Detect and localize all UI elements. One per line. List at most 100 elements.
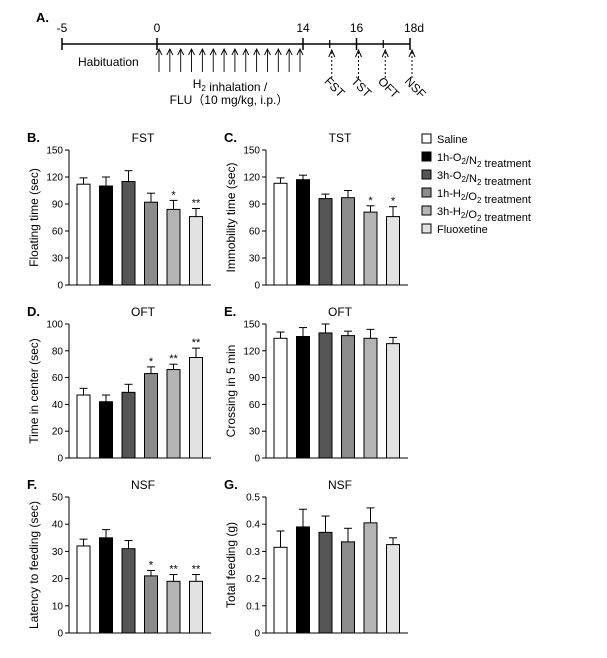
panel-label: F. xyxy=(27,477,37,492)
bar-1 xyxy=(76,394,91,459)
significance-marker: ** xyxy=(192,564,201,576)
bar-4 xyxy=(341,541,355,634)
legend-label: 3h-O2/N2 treatment xyxy=(437,170,531,188)
legend-label: Saline xyxy=(437,134,468,146)
y-tick-label: 50 xyxy=(52,493,64,504)
timeline-tick-label: -5 xyxy=(57,21,68,35)
treatment-label-line2: FLU（10 mg/kg, i.p.） xyxy=(170,93,289,107)
legend-swatch xyxy=(421,169,432,180)
bar-chart-tst-2: C. TST 0 30 60 90 120 150 Immobility time (sec) *… xyxy=(224,130,408,292)
y-tick-label: 60 xyxy=(52,227,64,238)
legend-swatch xyxy=(421,187,432,198)
y-tick-label: 10 xyxy=(52,601,64,612)
y-tick-label: 0.1 xyxy=(246,601,260,612)
bar-4 xyxy=(341,197,355,286)
y-tick-label: 0.2 xyxy=(246,574,260,585)
legend-label: Fluoxetine xyxy=(437,224,488,236)
y-tick-label: 0.3 xyxy=(246,547,260,558)
arrow-head xyxy=(198,47,206,56)
test-label: NSF xyxy=(402,74,429,101)
y-tick-label: 0 xyxy=(254,629,260,640)
arrow-head xyxy=(188,47,195,56)
test-arrow-head xyxy=(355,48,362,58)
habituation-label: Habituation xyxy=(78,55,139,69)
arrow-head xyxy=(177,47,185,56)
y-tick-label: 90 xyxy=(249,373,261,384)
y-axis-label: Crossing in 5 min xyxy=(224,345,238,438)
legend-label: 1h-O2/N2 treatment xyxy=(437,152,531,170)
arrow-head xyxy=(209,47,217,56)
y-tick-label: 90 xyxy=(52,200,64,211)
chart-title: NSF xyxy=(328,478,352,492)
test-arrow-head xyxy=(408,48,416,58)
y-tick-label: 150 xyxy=(243,146,260,157)
arrow-head xyxy=(155,47,163,56)
y-axis-label: Latency to feeding (sec) xyxy=(27,501,41,629)
y-tick-label: 60 xyxy=(52,373,64,384)
significance-marker: * xyxy=(391,196,396,208)
legend-swatch xyxy=(421,223,432,234)
bar-chart-nsf-5: F. NSF 0 10 20 30 40 50 Latency to feeding (sec)… xyxy=(27,477,211,640)
y-tick-label: 150 xyxy=(243,320,260,331)
bar-1 xyxy=(76,183,91,286)
timeline-tick-label: 16 xyxy=(350,21,364,35)
bar-2 xyxy=(99,537,113,634)
significance-marker: * xyxy=(368,195,373,207)
bar-2 xyxy=(296,179,310,286)
bar-3 xyxy=(121,181,136,286)
panel-label: B. xyxy=(27,130,40,145)
arrow-head xyxy=(231,47,239,56)
bar-6 xyxy=(386,544,400,634)
chart-title: FST xyxy=(132,131,155,145)
legend-label: 1h-H2/O2 treatment xyxy=(437,188,531,206)
chart-title: OFT xyxy=(328,305,353,319)
y-tick-label: 90 xyxy=(249,200,261,211)
bar-2 xyxy=(296,526,310,634)
chart-title: TST xyxy=(329,131,352,145)
arrow-head xyxy=(264,47,271,56)
legend-swatch xyxy=(421,133,432,144)
legend-swatch xyxy=(421,151,432,162)
test-arrow-head xyxy=(381,48,389,58)
bar-4 xyxy=(144,575,158,634)
arrow-head xyxy=(220,47,228,56)
bar-4 xyxy=(144,201,158,286)
chart-title: OFT xyxy=(131,305,156,319)
y-tick-label: 30 xyxy=(52,547,64,558)
y-tick-label: 30 xyxy=(249,427,261,438)
y-tick-label: 120 xyxy=(243,173,260,184)
bar-6 xyxy=(189,357,203,459)
bar-chart-nsf-6: G. NSF 0 0.1 0.2 0.3 0.4 0.5 Total feeding (g) xyxy=(224,477,408,640)
bar-5 xyxy=(363,337,378,459)
y-tick-label: 150 xyxy=(46,146,63,157)
bar-3 xyxy=(121,391,136,459)
bar-5 xyxy=(166,208,181,286)
bar-4 xyxy=(144,373,158,459)
bar-2 xyxy=(296,336,310,459)
y-tick-label: 40 xyxy=(52,520,64,531)
panel-label: G. xyxy=(224,477,238,492)
significance-marker: * xyxy=(171,189,176,201)
y-tick-label: 0 xyxy=(57,454,63,465)
bar-3 xyxy=(318,198,333,286)
y-tick-label: 120 xyxy=(243,346,260,357)
bar-3 xyxy=(318,531,333,634)
arrow-head xyxy=(253,47,261,56)
test-label: FST xyxy=(322,74,348,100)
y-tick-label: 20 xyxy=(52,427,64,438)
y-tick-label: 60 xyxy=(249,227,261,238)
bar-3 xyxy=(318,332,333,459)
y-axis-label: Immobility time (sec) xyxy=(224,162,238,272)
y-tick-label: 0 xyxy=(254,281,260,292)
bar-3 xyxy=(121,548,136,634)
bar-1 xyxy=(76,545,91,634)
legend-swatch xyxy=(421,205,432,216)
y-axis-label: Floating time (sec) xyxy=(27,168,41,267)
significance-marker: ** xyxy=(169,353,178,365)
bar-6 xyxy=(386,216,400,286)
arrow-head xyxy=(274,47,282,56)
